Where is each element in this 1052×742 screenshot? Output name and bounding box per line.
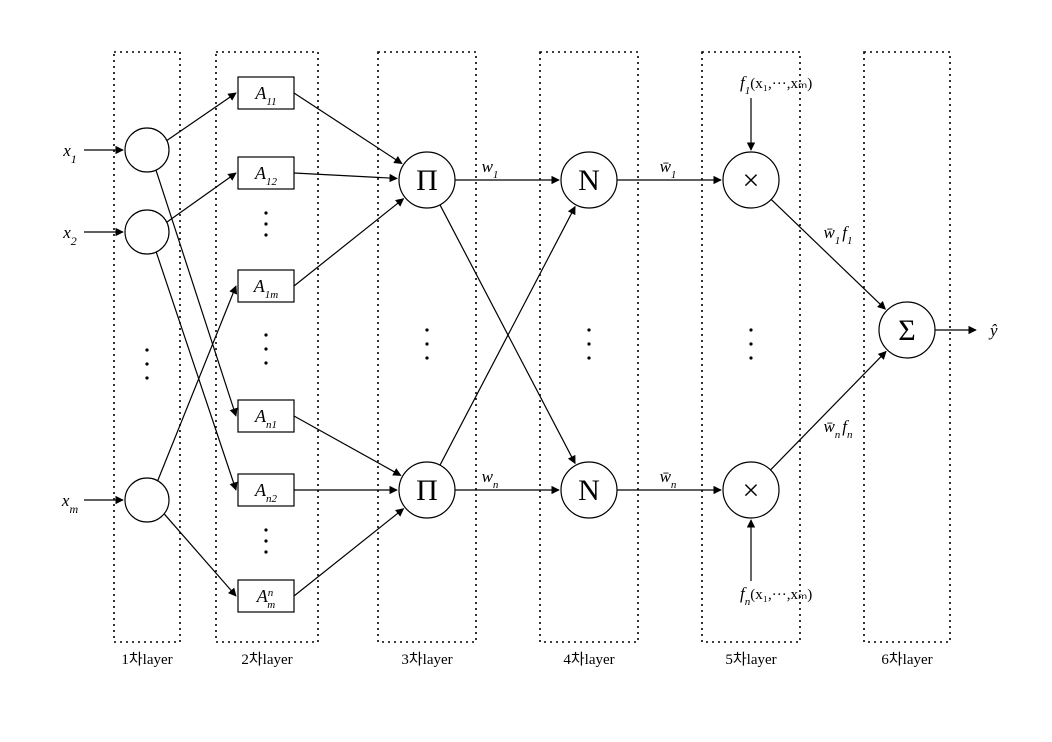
anfis-diagram: 1차layer 2차layer 3차layer 4차layer 5차layer 6차lay…: [0, 0, 1052, 742]
edge-l1l2: [164, 514, 236, 596]
edge-l2l3: [294, 173, 397, 178]
vdot: [264, 222, 267, 225]
vdot: [145, 348, 148, 351]
edge-l5l6: [771, 199, 885, 309]
input-node-n11: [125, 128, 169, 172]
edge-l2l3: [294, 93, 402, 164]
edge-label-wn: wn: [482, 467, 499, 491]
layer-box-L2: [216, 52, 318, 642]
edge-l2l3: [294, 416, 401, 475]
product-node-symbol-Pi1: Π: [416, 164, 438, 197]
vdot: [425, 356, 428, 359]
f-input-label-fn: fn(x₁,···,xₘ): [740, 584, 812, 608]
vdot: [264, 550, 267, 553]
vdot: [264, 233, 267, 236]
vdot: [264, 361, 267, 364]
edge-label-wb1f1: w̄1f1: [823, 223, 852, 247]
layer-label-L3: 3차layer: [401, 651, 452, 668]
vdot: [749, 328, 752, 331]
layer-label-L2: 2차layer: [241, 651, 292, 668]
edge-l5l6: [771, 351, 887, 469]
edge-l3l4: [440, 205, 575, 464]
layer-box-L3: [378, 52, 476, 642]
input-label-x2: x2: [62, 223, 77, 248]
edge-l1l2: [158, 286, 236, 481]
output-label: ŷ: [988, 321, 998, 340]
input-node-n1m: [125, 478, 169, 522]
input-node-n12: [125, 210, 169, 254]
vdot: [264, 333, 267, 336]
input-label-x1: x1: [62, 141, 77, 166]
edge-l3l4: [440, 207, 575, 466]
f-input-label-f1: f1(x₁,···,xₘ): [740, 73, 812, 97]
vdot: [425, 342, 428, 345]
edge-label-wb1: w̄1: [660, 157, 677, 181]
vdot: [264, 347, 267, 350]
layer-label-L1: 1차layer: [121, 651, 172, 668]
vdot: [749, 342, 752, 345]
norm-node-symbol-N2: N: [578, 474, 600, 507]
input-label-xm: xm: [61, 491, 79, 516]
edge-label-w1: w1: [482, 157, 499, 181]
vdot: [264, 211, 267, 214]
vdot: [264, 539, 267, 542]
layer-label-L5: 5차layer: [725, 651, 776, 668]
product-node-symbol-Pi2: Π: [416, 474, 438, 507]
layer-label-L6: 6차layer: [881, 651, 932, 668]
sum-node-symbol-Sum: Σ: [898, 314, 915, 347]
norm-node-symbol-N1: N: [578, 164, 600, 197]
vdot: [264, 528, 267, 531]
mult-node-symbol-X1: ×: [743, 164, 760, 197]
edge-l1l2: [167, 93, 236, 140]
vdot: [587, 342, 590, 345]
edge-l2l3: [294, 199, 404, 286]
layer-label-L4: 4차layer: [563, 651, 614, 668]
edge-label-wbn: w̄n: [660, 467, 677, 491]
layer-box-L4: [540, 52, 638, 642]
vdot: [425, 328, 428, 331]
vdot: [145, 362, 148, 365]
vdot: [587, 356, 590, 359]
edge-l1l2: [156, 170, 236, 416]
vdot: [145, 376, 148, 379]
vdot: [749, 356, 752, 359]
edge-label-wbnfn: w̄nfn: [823, 417, 853, 441]
edge-l2l3: [294, 509, 404, 596]
edge-l1l2: [167, 173, 236, 222]
vdot: [587, 328, 590, 331]
mult-node-symbol-X2: ×: [743, 474, 760, 507]
